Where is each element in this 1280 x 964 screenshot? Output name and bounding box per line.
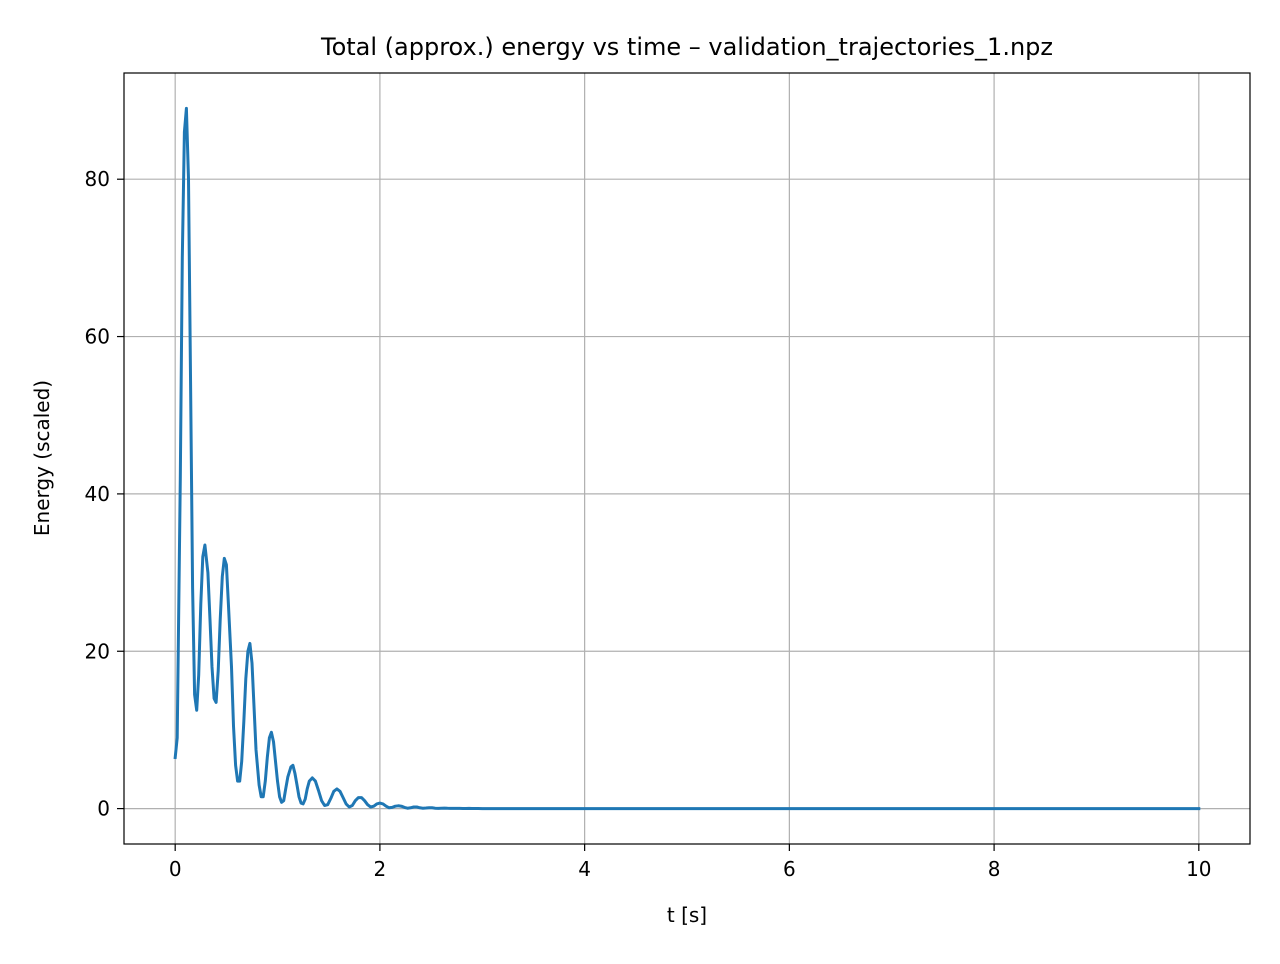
- x-axis-label: t [s]: [667, 903, 707, 927]
- chart-title: Total (approx.) energy vs time – validat…: [320, 33, 1053, 61]
- x-tick-label: 10: [1186, 857, 1211, 881]
- grid: [124, 73, 1250, 844]
- y-tick-label: 0: [97, 797, 110, 821]
- x-tick-label: 8: [988, 857, 1001, 881]
- series-layer: [173, 106, 1201, 811]
- x-tick-label: 0: [169, 857, 182, 881]
- y-tick-label: 80: [85, 167, 110, 191]
- y-axis-ticks: 0 20 40 60 80: [85, 167, 124, 821]
- plot-area: [124, 73, 1250, 844]
- x-tick-label: 6: [783, 857, 796, 881]
- x-axis-ticks: 0 2 4 6 8 10: [169, 844, 1212, 881]
- x-tick-label: 2: [374, 857, 387, 881]
- y-tick-label: 40: [85, 482, 110, 506]
- y-axis-label: Energy (scaled): [30, 380, 54, 536]
- energy-series-line: [173, 106, 1201, 811]
- x-tick-label: 4: [578, 857, 591, 881]
- y-tick-label: 20: [85, 639, 110, 663]
- plot-frame: [123, 72, 1251, 845]
- y-tick-label: 60: [85, 325, 110, 349]
